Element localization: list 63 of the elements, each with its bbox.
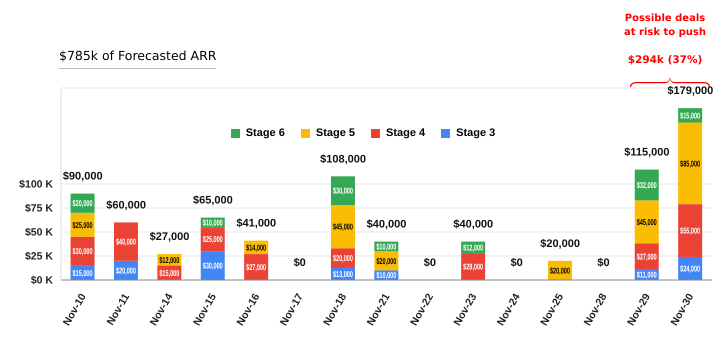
total-label: $0 — [294, 257, 306, 269]
y-tick-label: $50 K — [24, 226, 54, 239]
text: $785k of Forecasted ARR — [59, 48, 216, 63]
data-label: $15,000 — [159, 268, 190, 278]
data-label: $27,000 — [246, 262, 277, 272]
y-tick-label: $100 K — [19, 178, 54, 191]
total-label: $115,000 — [624, 146, 670, 159]
total-label: $0 — [597, 257, 610, 269]
data-label: $12,000 — [463, 242, 494, 252]
data-label: $27,000 — [636, 251, 668, 262]
total-label: $60,000 — [106, 199, 146, 212]
total-label: $0 — [424, 257, 436, 269]
text: $294k (37%) — [626, 54, 704, 66]
data-label: $13,000 — [332, 268, 364, 279]
data-label: $11,000 — [636, 270, 667, 280]
y-tick-label: $25 K — [24, 250, 54, 263]
data-label: $30,000 — [202, 260, 234, 271]
data-label: $20,000 — [376, 256, 408, 266]
data-label: $12,000 — [159, 254, 190, 265]
total-label: $108,000 — [320, 153, 366, 166]
total-label: $41,000 — [236, 218, 276, 230]
data-label: $20,000 — [72, 198, 104, 208]
legend-label: Stage 3 — [455, 127, 496, 139]
data-label: $28,000 — [463, 262, 494, 272]
legend-label: Stage 5 — [314, 127, 355, 139]
data-label: $15,000 — [72, 268, 104, 278]
data-label: $30,000 — [72, 246, 104, 256]
total-label: $40,000 — [366, 218, 406, 231]
total-label: $179,000 — [667, 85, 714, 98]
data-label: $24,000 — [680, 263, 711, 274]
bar — [634, 200, 659, 244]
data-label: $25,000 — [202, 234, 234, 244]
legend-label: Stage 6 — [244, 127, 285, 139]
total-label: $40,000 — [453, 218, 494, 231]
data-label: $10,000 — [376, 241, 408, 252]
total-label: $27,000 — [150, 231, 190, 244]
total-label: $0 — [510, 257, 523, 269]
y-tick-label: $0 K — [30, 274, 54, 287]
data-label: $32,000 — [636, 180, 668, 190]
data-label: $10,000 — [376, 270, 408, 280]
data-label: $15,000 — [680, 110, 711, 120]
data-label: $14,000 — [246, 242, 277, 252]
data-label: $10,000 — [202, 217, 234, 228]
data-label: $55,000 — [680, 226, 711, 236]
total-label: $20,000 — [540, 238, 580, 250]
data-label: $30,000 — [332, 186, 364, 196]
data-label: $40,000 — [116, 236, 147, 247]
data-label: $45,000 — [636, 216, 668, 227]
legend-label: Stage 4 — [385, 127, 426, 139]
y-tick-label: $75 K — [24, 202, 54, 215]
data-label: $45,000 — [332, 222, 364, 232]
bar — [678, 122, 702, 204]
data-label: $20,000 — [550, 265, 581, 276]
total-label: $65,000 — [193, 194, 233, 207]
bar — [330, 205, 355, 248]
bar — [114, 222, 138, 261]
bar — [678, 204, 702, 257]
total-label: $90,000 — [62, 170, 103, 183]
data-label: $85,000 — [680, 158, 711, 168]
data-label: $25,000 — [72, 220, 104, 230]
data-label: $20,000 — [116, 265, 147, 276]
data-label: $20,000 — [332, 252, 364, 263]
text: Possible deals at risk to push — [623, 12, 707, 40]
